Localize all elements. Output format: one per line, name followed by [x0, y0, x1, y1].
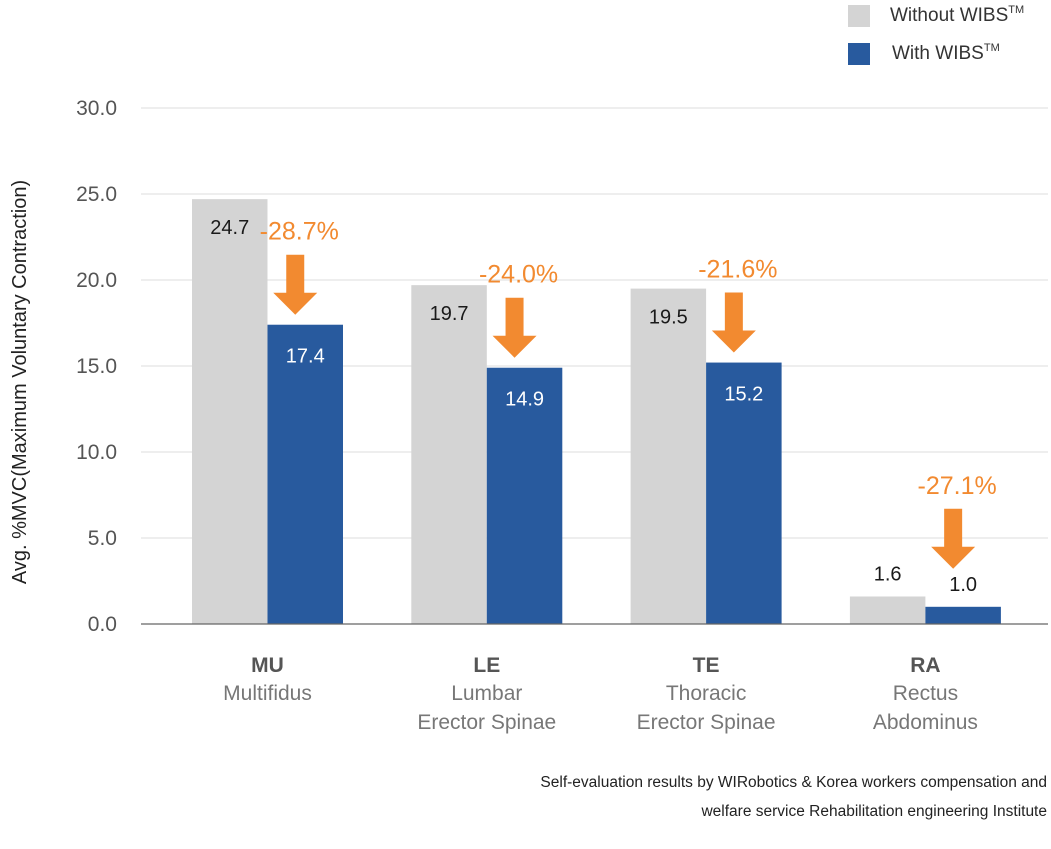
- data-label-without-wibs: 1.6: [874, 563, 902, 585]
- category-code: RA: [910, 654, 940, 677]
- legend-item-with-wibs: With WIBSTM: [848, 42, 1000, 65]
- down-arrow-icon: [273, 254, 318, 315]
- legend-label-without-wibs: Without WIBSTM: [890, 4, 1025, 26]
- y-tick-label: 20.0: [76, 269, 117, 292]
- y-tick-label: 30.0: [76, 97, 117, 120]
- x-label-ra: RA Rectus Abdominus: [873, 654, 978, 734]
- data-label-without-wibs: 19.5: [649, 307, 688, 329]
- category-name: Erector Spinae: [637, 711, 776, 734]
- reduction-annotation: -28.7%: [260, 218, 339, 246]
- bar-without-wibs: [411, 285, 487, 624]
- bars: 24.7 17.4 -28.7% 19.7 14.9 -24.0% 19.5 15.2 -21.…: [192, 199, 1001, 624]
- y-tick-label: 0.0: [88, 613, 117, 636]
- bar-with-wibs: [486, 367, 563, 624]
- bar-without-wibs: [849, 596, 926, 624]
- bar-group-te: 19.5 15.2 -21.6%: [630, 256, 782, 624]
- x-label-mu: MU Multifidus: [223, 654, 312, 705]
- y-tick-label: 15.0: [76, 355, 117, 378]
- category-name: Multifidus: [223, 682, 312, 705]
- data-label-without-wibs: 24.7: [210, 217, 249, 239]
- down-arrow-icon: [492, 297, 537, 358]
- bar-group-ra: 1.6 1.0 -27.1%: [849, 472, 1001, 624]
- x-axis-categories: MU Multifidus LE Lumbar Erector Spinae TE Thor…: [223, 654, 978, 734]
- data-label-with-wibs: 14.9: [505, 389, 544, 411]
- category-name: Erector Spinae: [417, 711, 556, 734]
- category-name: Abdominus: [873, 711, 978, 734]
- category-name: Thoracic: [666, 682, 747, 705]
- category-code: LE: [473, 654, 500, 677]
- data-label-without-wibs: 19.7: [430, 303, 469, 325]
- down-arrow-icon: [931, 508, 976, 569]
- data-label-with-wibs: 17.4: [286, 346, 325, 368]
- category-code: TE: [693, 654, 720, 677]
- data-label-with-wibs: 15.2: [724, 384, 763, 406]
- legend-swatch-with-wibs: [848, 42, 870, 65]
- x-label-le: LE Lumbar Erector Spinae: [417, 654, 556, 734]
- category-name: Rectus: [893, 682, 958, 705]
- y-axis-label: Avg. %MVC(Maximum Voluntary Contraction): [9, 180, 31, 584]
- bar-with-wibs: [267, 324, 343, 624]
- category-name: Lumbar: [451, 682, 522, 705]
- category-code: MU: [251, 654, 284, 677]
- bar-with-wibs: [925, 606, 1001, 624]
- reduction-annotation: -27.1%: [918, 472, 997, 500]
- bar-without-wibs: [192, 199, 268, 624]
- data-label-with-wibs: 1.0: [949, 574, 977, 596]
- source-footnote: Self-evaluation results by WIRobotics & …: [540, 768, 1047, 826]
- legend-label-with-wibs: With WIBSTM: [892, 42, 1000, 64]
- y-tick-label: 25.0: [76, 183, 117, 206]
- legend-swatch-without-wibs: [848, 4, 870, 27]
- y-axis-ticks: 0.0 5.0 10.0 15.0 20.0 25.0 30.0: [76, 97, 117, 636]
- x-label-te: TE Thoracic Erector Spinae: [637, 654, 776, 734]
- y-tick-label: 5.0: [88, 527, 117, 550]
- down-arrow-icon: [711, 292, 756, 353]
- reduction-annotation: -24.0%: [479, 261, 558, 289]
- footnote-line-2: welfare service Rehabilitation engineeri…: [701, 803, 1047, 820]
- bar-group-mu: 24.7 17.4 -28.7%: [192, 199, 343, 624]
- bar-group-le: 19.7 14.9 -24.0%: [411, 261, 563, 624]
- y-tick-label: 10.0: [76, 441, 117, 464]
- footnote-line-1: Self-evaluation results by WIRobotics & …: [540, 774, 1047, 791]
- legend-item-without-wibs: Without WIBSTM: [848, 4, 1024, 27]
- bar-without-wibs: [630, 288, 707, 624]
- bar-with-wibs: [706, 362, 782, 624]
- reduction-annotation: -21.6%: [698, 256, 777, 284]
